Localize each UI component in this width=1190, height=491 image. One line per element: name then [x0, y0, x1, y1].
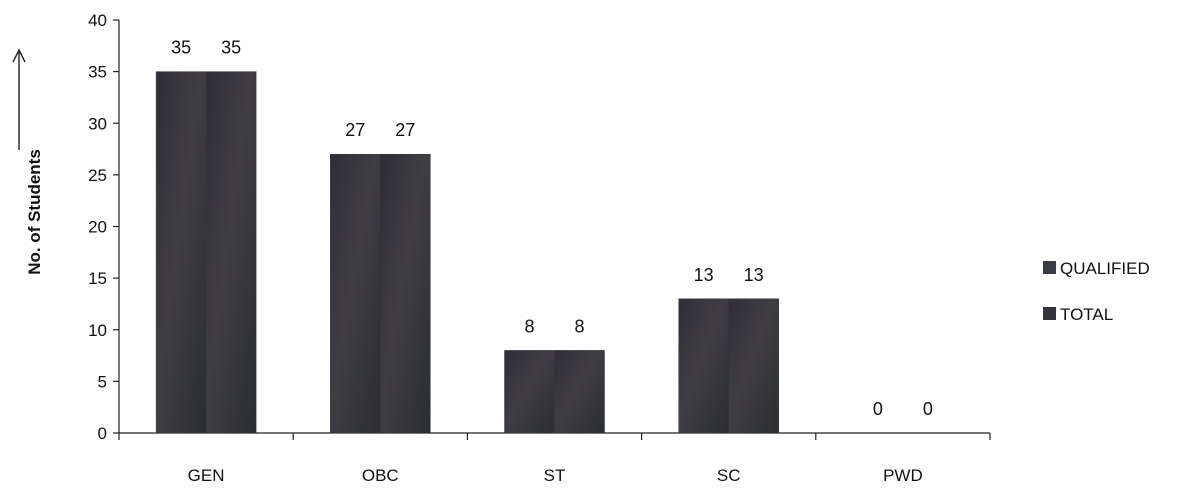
legend-swatch-qualified — [1043, 261, 1056, 274]
data-label-gen-total: 35 — [221, 38, 241, 58]
data-label-pwd-total: 0 — [923, 399, 933, 419]
data-label-obc-qualified: 27 — [345, 120, 365, 140]
y-axis: 0 5 10 15 20 25 30 35 40 — [88, 11, 120, 443]
y-tick-label: 5 — [98, 372, 107, 391]
x-tick-label-sc: SC — [717, 466, 741, 485]
bar-obc-total — [380, 153, 431, 434]
bar-sc-qualified — [678, 298, 729, 434]
y-axis-title-group: No. of Students — [12, 48, 44, 275]
y-tick-label: 15 — [88, 269, 107, 288]
y-tick-label: 30 — [88, 114, 107, 133]
data-labels-group: 35 35 27 27 8 8 13 13 0 0 — [171, 38, 933, 419]
legend-label-total: TOTAL — [1060, 305, 1113, 324]
data-label-sc-qualified: 13 — [694, 265, 714, 285]
data-label-sc-total: 13 — [744, 265, 764, 285]
y-tick-label: 0 — [98, 424, 107, 443]
x-tick-label-obc: OBC — [362, 466, 399, 485]
y-tick-label: 20 — [88, 218, 107, 237]
legend-swatch-total — [1043, 307, 1056, 320]
data-label-pwd-qualified: 0 — [873, 399, 883, 419]
x-axis: GEN OBC ST SC PWD — [118, 432, 991, 485]
legend-label-qualified: QUALIFIED — [1060, 259, 1150, 278]
x-tick-label-gen: GEN — [188, 466, 225, 485]
data-label-st-total: 8 — [574, 316, 584, 336]
x-tick-label-st: ST — [544, 466, 566, 485]
bar-st-total — [554, 350, 605, 434]
data-label-obc-total: 27 — [395, 120, 415, 140]
bar-sc-total — [728, 298, 779, 434]
y-tick-label: 10 — [88, 321, 107, 340]
legend: QUALIFIED TOTAL — [1043, 259, 1150, 324]
data-label-st-qualified: 8 — [524, 316, 534, 336]
y-tick-label: 35 — [88, 63, 107, 82]
y-axis-arrow-head — [12, 48, 26, 63]
data-label-gen-qualified: 35 — [171, 38, 191, 58]
bar-obc-qualified — [330, 153, 381, 434]
bar-st-qualified — [504, 350, 555, 434]
x-tick-label-pwd: PWD — [883, 466, 923, 485]
bars-group — [155, 71, 779, 434]
bar-gen-qualified — [155, 71, 207, 434]
y-tick-label: 25 — [88, 166, 107, 185]
bar-gen-total — [205, 71, 257, 434]
y-tick-label: 40 — [88, 11, 107, 30]
y-axis-title: No. of Students — [25, 149, 44, 275]
